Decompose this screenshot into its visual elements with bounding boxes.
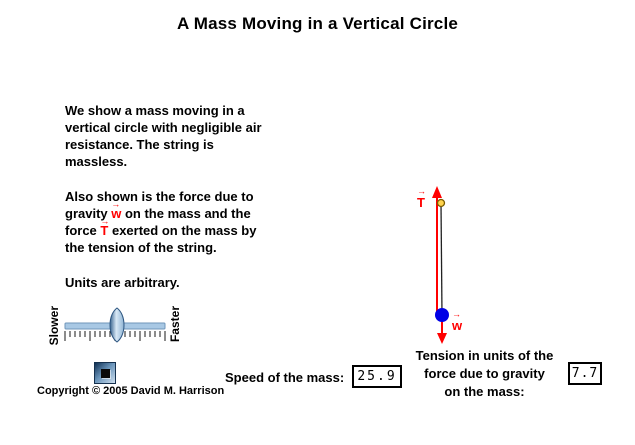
text-line: We show a mass moving in a: [65, 103, 245, 118]
tension-arrow-head: [432, 186, 442, 198]
description-text: We show a mass moving in a vertical circ…: [65, 102, 327, 309]
tension-label: Tension in units of the force due to gra…: [402, 347, 567, 401]
text-fragment: exerted on the mass by: [108, 223, 257, 238]
speed-slider[interactable]: [62, 304, 168, 350]
text-fragment: gravity: [65, 206, 112, 221]
stop-button[interactable]: [94, 362, 116, 384]
paragraph-units: Units are arbitrary.: [65, 275, 180, 290]
page-title: A Mass Moving in a Vertical Circle: [176, 14, 459, 33]
copyright-text: Copyright © 2005 David M. Harrison: [37, 385, 225, 397]
text-fragment: on the mass and the: [121, 206, 251, 221]
pivot-point: [436, 198, 446, 208]
paragraph-forces: Also shown is the force due to gravity w…: [65, 188, 327, 256]
text-line: massless.: [65, 154, 128, 169]
mass-ball[interactable]: [435, 308, 449, 322]
tension-vector-symbol: T: [100, 213, 109, 239]
weight-arrow-head: [437, 333, 447, 344]
text-line: resistance. The string is: [65, 137, 214, 152]
paragraph-intro: We show a mass moving in a vertical circ…: [65, 102, 327, 170]
weight-vector-symbol: w: [111, 196, 121, 222]
slider-thumb[interactable]: [109, 307, 125, 343]
speed-label: Speed of the mass:: [225, 370, 345, 385]
weight-arrow-label: w: [452, 309, 462, 333]
text-line: Also shown is the force due to: [65, 189, 254, 204]
text-line: vertical circle with negligible air: [65, 120, 262, 135]
tension-value-box: 7.7: [568, 362, 602, 385]
text-fragment: force: [65, 223, 101, 238]
simulation-canvas: [432, 186, 449, 344]
slider-slow-label: Slower: [47, 306, 61, 346]
stop-icon: [100, 368, 110, 378]
text-line: the tension of the string.: [65, 240, 217, 255]
tension-arrow-label: T: [417, 186, 426, 210]
slider-ticks: [64, 331, 166, 341]
string-line: [440, 202, 443, 316]
text-line: Tension in units of the: [415, 348, 554, 363]
speed-value-box: 25.9: [352, 365, 402, 388]
text-line: on the mass:: [444, 384, 525, 399]
text-line: force due to gravity: [424, 366, 545, 381]
slider-fast-label: Faster: [168, 306, 182, 343]
